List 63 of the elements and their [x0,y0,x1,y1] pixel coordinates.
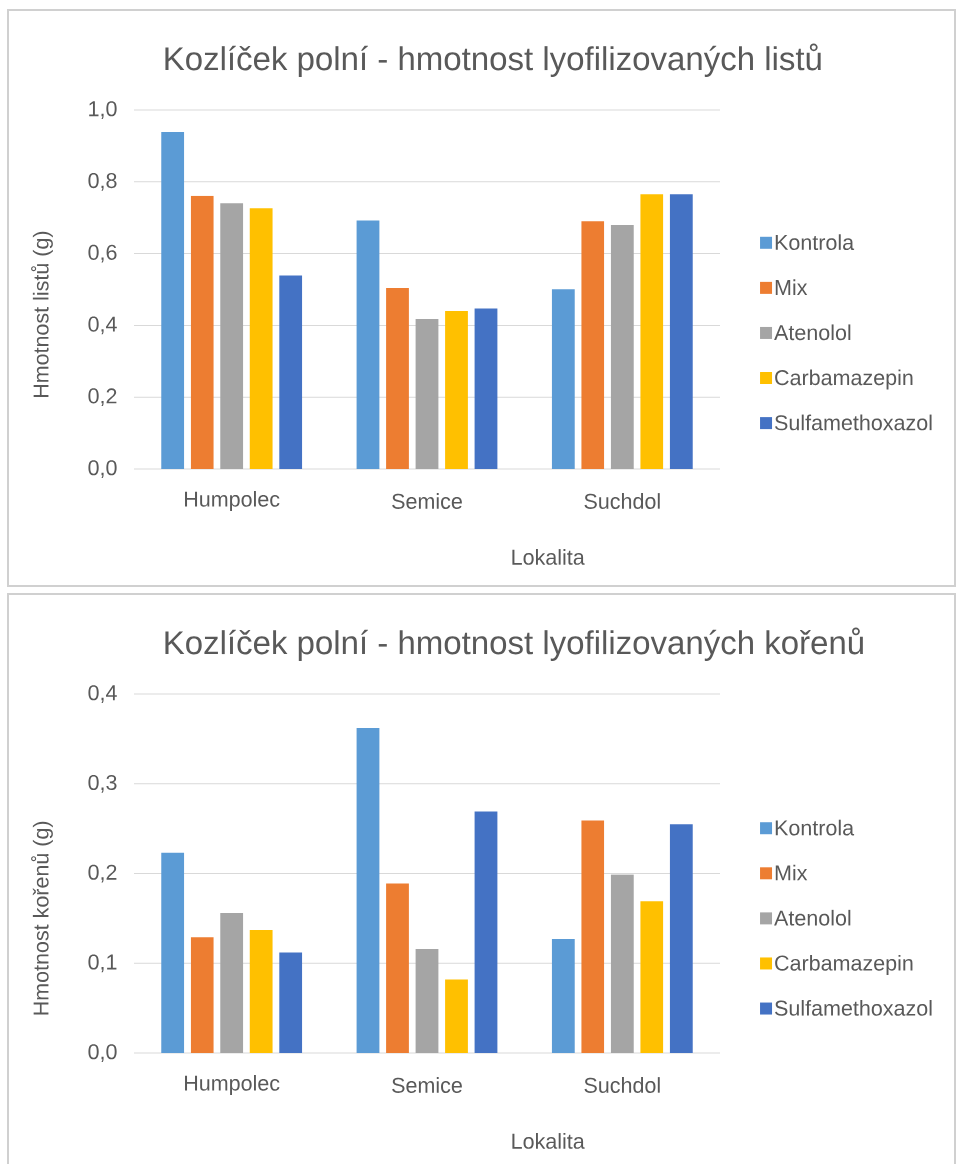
bar [581,221,605,470]
bar [279,952,303,1054]
y-tick-label: 0,8 [88,172,117,191]
bar [551,289,575,470]
bar [445,979,468,1054]
bar [161,131,185,470]
x-tick-label: Semice [392,1077,462,1093]
chart-title: Kozlíček polní - hmotnost lyofilizovaných listů [165,43,821,77]
bar [610,874,634,1054]
y-tick-label: 0,4 [88,316,117,335]
bar [640,901,664,1054]
y-axis-title: Hmotnost kořenů (g) [31,821,53,1015]
bar [415,318,439,470]
bar [190,937,214,1054]
y-tick-label: 0,2 [88,388,117,407]
bar [220,913,244,1054]
bar [610,224,634,470]
bar [415,948,439,1054]
x-axis-title: Lokalita [512,1133,585,1149]
bar [386,883,409,1054]
bar [474,308,498,470]
legend-label: Kontrola [775,819,855,836]
legend-label: Mix [775,279,808,295]
bar [190,195,214,470]
bar [386,288,409,470]
bar [356,220,380,470]
bar [161,852,185,1054]
bar [474,811,498,1054]
y-tick-label: 0,1 [88,954,117,973]
legend-label: Carbamazepin [775,954,913,975]
x-axis-title: Lokalita [512,549,585,565]
legend-label: Carbamazepin [775,369,913,390]
y-tick-label: 0,6 [88,244,117,263]
bar [220,203,244,470]
y-tick-label: 1,0 [89,101,117,119]
x-tick-label: Semice [392,493,462,509]
bar [249,930,273,1054]
x-tick-label: Suchdol [584,1077,660,1093]
legend-label: Sulfamethoxazol [775,414,932,431]
y-tick-label: 0,4 [88,685,117,703]
x-tick-label: Humpolec [185,1074,280,1096]
y-axis-title: Hmotnost listů (g) [31,231,53,398]
y-tick-label: 0,2 [88,864,117,883]
x-tick-label: Humpolec [185,490,280,512]
bar [356,728,380,1054]
bar [551,939,575,1054]
legend-label: Mix [775,864,808,881]
bar [640,194,664,470]
bar [249,208,273,470]
bar [669,194,693,470]
x-tick-label: Suchdol [584,493,660,509]
bar [669,824,693,1054]
y-tick-label: 0,0 [88,1044,117,1062]
y-tick-label: 0,3 [88,774,117,793]
y-tick-label: 0,0 [88,460,117,478]
legend-label: Sulfamethoxazol [775,1000,932,1016]
bar [581,820,605,1054]
legend-label: Kontrola [775,234,855,251]
legend-label: Atenolol [774,909,851,926]
bar [445,311,468,470]
bar [279,275,303,470]
legend-label: Atenolol [774,324,851,341]
chart-title: Kozlíček polní - hmotnost lyofilizovaných kořenů [165,627,863,661]
